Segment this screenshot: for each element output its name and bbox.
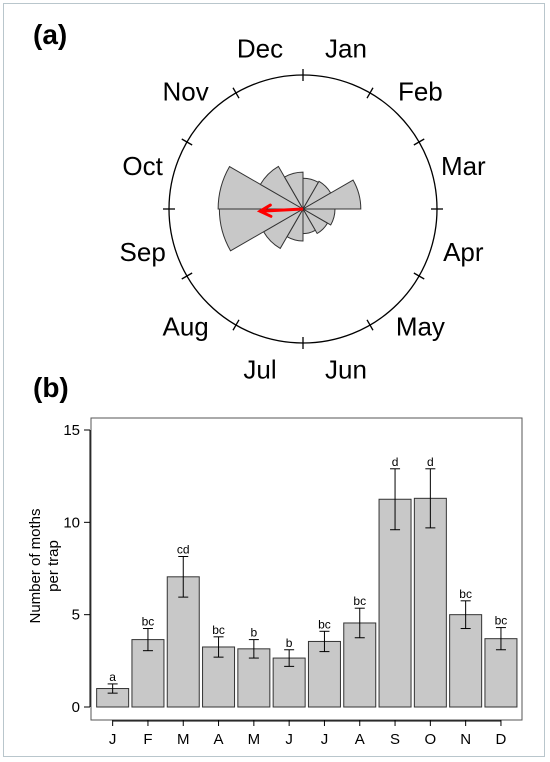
significance-label-1: a bbox=[109, 670, 116, 684]
bar-7 bbox=[307, 640, 341, 708]
arrow-head bbox=[256, 203, 273, 218]
significance-label-7: bc bbox=[318, 617, 331, 631]
significance-label-11: bc bbox=[459, 587, 472, 601]
rose-wedge-oct bbox=[217, 165, 305, 210]
month-label-jul: Jul bbox=[243, 354, 276, 384]
x-tick-label-7: J bbox=[321, 731, 329, 748]
significance-label-6: b bbox=[286, 636, 293, 650]
rose-tick bbox=[181, 272, 193, 280]
month-label-jun: Jun bbox=[325, 354, 367, 384]
month-label-oct: Oct bbox=[122, 151, 163, 181]
arrow-shaft bbox=[259, 207, 304, 213]
y-tick-label: 10 bbox=[63, 514, 80, 531]
rose-tick bbox=[413, 272, 425, 280]
bar-10 bbox=[413, 497, 447, 708]
rose-tick bbox=[181, 138, 193, 146]
error-bars bbox=[107, 468, 506, 694]
y-tick-label: 15 bbox=[63, 422, 80, 439]
x-tick-label-4: A bbox=[214, 731, 224, 748]
month-label-mar: Mar bbox=[441, 151, 486, 181]
significance-label-12: bc bbox=[495, 614, 508, 628]
month-label-feb: Feb bbox=[398, 77, 443, 107]
rose-wedge-may bbox=[301, 207, 329, 235]
rose-tick bbox=[232, 87, 240, 99]
significance-label-10: d bbox=[427, 455, 434, 469]
panel-label-b: (b) bbox=[33, 372, 69, 403]
rose-tick bbox=[366, 87, 374, 99]
x-tick-label-9: S bbox=[390, 731, 400, 748]
rose-tick bbox=[413, 138, 425, 146]
x-tick-label-3: M bbox=[177, 731, 190, 748]
significance-label-8: bc bbox=[353, 594, 366, 608]
month-label-sep: Sep bbox=[120, 237, 166, 267]
y-axis-title-line-1: Number of moths bbox=[27, 508, 44, 623]
y-tick-label: 0 bbox=[72, 699, 80, 716]
rose-wedge-nov bbox=[259, 165, 305, 211]
plot-area-border bbox=[90, 417, 523, 721]
month-label-may: May bbox=[396, 311, 445, 341]
bar-9 bbox=[378, 498, 412, 708]
x-tick-label-6: J bbox=[285, 731, 293, 748]
rose-wedge-dec bbox=[283, 171, 304, 211]
y-axis-title-line-2: per trap bbox=[45, 540, 62, 592]
x-tick-label-1: J bbox=[109, 731, 117, 748]
rose-tick bbox=[232, 319, 240, 331]
bar-3 bbox=[166, 576, 200, 708]
month-label-nov: Nov bbox=[162, 77, 208, 107]
y-axis: 0 5 10 15 bbox=[63, 422, 91, 716]
bar-chart-panel: (b) 0 5 10 15 a bc cd bc b b bc bc d d bc bc J F M A M J J A S… bbox=[27, 372, 523, 748]
significance-labels: a bc cd bc b b bc bc d d bc bc bbox=[109, 455, 507, 684]
x-tick-label-11: N bbox=[460, 731, 471, 748]
y-tick-label: 5 bbox=[72, 607, 80, 624]
x-tick-label-5: M bbox=[248, 731, 261, 748]
month-label-aug: Aug bbox=[162, 311, 208, 341]
month-label-dec: Dec bbox=[237, 34, 283, 64]
x-tick-label-2: F bbox=[143, 731, 152, 748]
significance-label-5: b bbox=[251, 626, 258, 640]
x-tick-label-8: A bbox=[355, 731, 365, 748]
significance-label-2: bc bbox=[142, 615, 155, 629]
rose-wedge-apr bbox=[301, 208, 336, 226]
bar-series bbox=[96, 497, 518, 708]
rose-ticks bbox=[163, 69, 443, 349]
month-label-apr: Apr bbox=[443, 237, 484, 267]
month-label-jan: Jan bbox=[325, 34, 367, 64]
mean-direction-arrow bbox=[256, 203, 304, 218]
significance-label-4: bc bbox=[212, 623, 225, 637]
figure-frame bbox=[3, 3, 545, 757]
x-tick-label-12: D bbox=[496, 731, 507, 748]
significance-label-3: cd bbox=[177, 542, 190, 556]
rose-wedges bbox=[217, 165, 362, 252]
significance-label-9: d bbox=[392, 455, 399, 469]
rose-month-labels: Jan Feb Mar Apr May Jun Jul Aug Sep Oct Nov Dec bbox=[120, 34, 487, 385]
rose-tick bbox=[366, 319, 374, 331]
panel-label-a: (a) bbox=[33, 19, 67, 50]
rose-wedge-mar bbox=[301, 179, 362, 210]
bar-11 bbox=[449, 614, 483, 708]
rose-chart-panel: (a) Jan Feb Mar Apr May Jun Jul Aug Sep Oct Nov Dec bbox=[33, 19, 486, 384]
x-tick-label-10: O bbox=[425, 731, 437, 748]
